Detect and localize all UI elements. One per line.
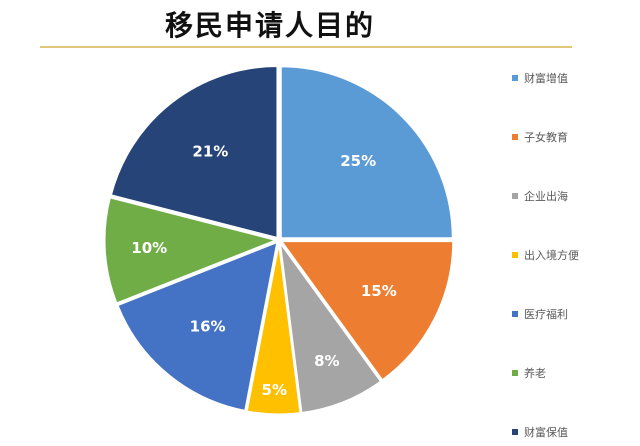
legend-item-5: 医疗福利: [512, 306, 568, 322]
legend-item-6: 养老: [512, 365, 546, 381]
data-label-4: 5%: [262, 381, 287, 399]
pie-slices: [103, 65, 455, 416]
title-underline: [40, 46, 572, 48]
legend-label: 养老: [524, 367, 546, 380]
pie-slice-1: [279, 65, 454, 240]
legend-item-3: 企业出海: [512, 188, 568, 204]
legend-item-7: 财富保值: [512, 424, 568, 440]
pie-slice-5: [116, 240, 279, 413]
legend-label: 企业出海: [524, 190, 568, 203]
data-label-6: 10%: [131, 239, 167, 257]
chart-title: 移民申请人目的: [164, 9, 375, 42]
pie-slice-4: [245, 242, 302, 416]
legend-swatch: [512, 75, 518, 81]
legend-swatch: [512, 193, 518, 199]
legend-swatch: [512, 429, 518, 435]
pie-slice-7: [109, 65, 279, 240]
legend-item-4: 出入境方便: [512, 247, 579, 263]
data-label-2: 15%: [361, 282, 397, 300]
data-label-5: 16%: [190, 317, 226, 335]
pie-labels: 25% 15% 8% 5% 16% 10% 21%: [131, 143, 396, 399]
legend-label: 出入境方便: [524, 249, 579, 262]
legend-label: 财富保值: [524, 426, 568, 439]
legend-item-1: 财富增值: [512, 70, 568, 86]
legend-label: 医疗福利: [524, 308, 568, 321]
data-label-7: 21%: [192, 143, 228, 161]
data-label-1: 25%: [340, 152, 376, 170]
legend-swatch: [512, 252, 518, 258]
pie-slice-6: [103, 196, 280, 305]
pie-slice-3: [278, 241, 383, 415]
legend-swatch: [512, 311, 518, 317]
legend-item-2: 子女教育: [512, 129, 568, 145]
legend-label: 子女教育: [524, 131, 568, 144]
data-label-3: 8%: [314, 352, 339, 370]
legend-swatch: [512, 370, 518, 376]
legend-label: 财富增值: [524, 72, 568, 85]
legend-swatch: [512, 134, 518, 140]
pie-slice-2: [279, 240, 455, 382]
